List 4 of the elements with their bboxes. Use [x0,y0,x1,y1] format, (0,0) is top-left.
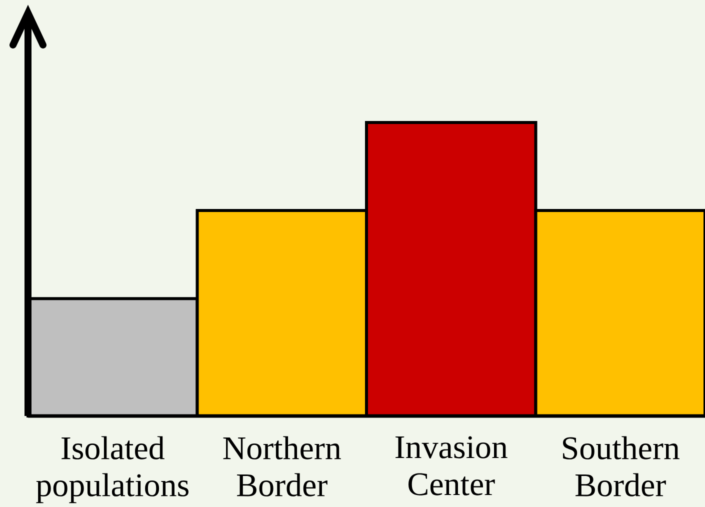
x-tick-label: Northern Border [223,436,341,496]
x-tick-label: Invasion Center [395,436,508,496]
x-tick-label: Southern Border [563,436,680,496]
x-tick-label: Isolated populations [36,436,188,504]
